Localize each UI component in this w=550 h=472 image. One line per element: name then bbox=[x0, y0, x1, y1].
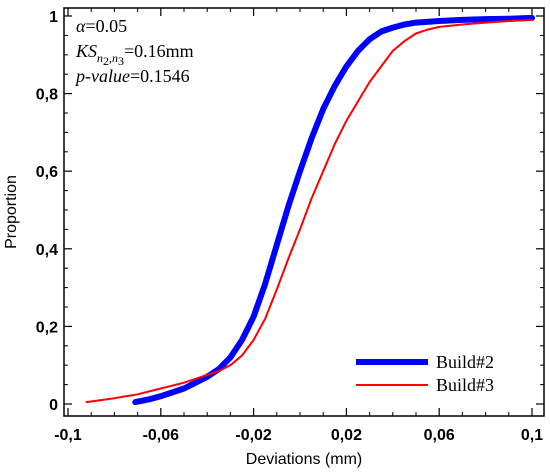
x-tick-label: -0,02 bbox=[235, 427, 272, 444]
y-tick-label: 0,8 bbox=[36, 87, 58, 104]
series-line-build3 bbox=[85, 18, 533, 404]
y-tick-label: 1 bbox=[49, 9, 58, 26]
pvalue-annotation: p-value=0.1546 bbox=[74, 66, 190, 86]
ks-annotation: KSn2,n3=0.16mm bbox=[75, 41, 194, 68]
axis-ticks bbox=[64, 8, 544, 416]
x-tick-label: 0,02 bbox=[331, 427, 362, 444]
x-tick-label: -0,1 bbox=[54, 427, 82, 444]
x-tick-label: 0,1 bbox=[521, 427, 543, 444]
y-tick-label: 0,4 bbox=[36, 242, 58, 259]
legend-label-build2: Build#2 bbox=[436, 352, 494, 372]
y-tick-label: 0 bbox=[49, 397, 58, 414]
plot-frame bbox=[63, 7, 545, 417]
legend: Build#2 Build#3 bbox=[356, 352, 494, 395]
y-axis-title: Proportion bbox=[3, 175, 20, 249]
legend-label-build3: Build#3 bbox=[436, 375, 494, 395]
x-tick-label: -0,06 bbox=[143, 427, 180, 444]
series-lines bbox=[85, 14, 535, 406]
stats-annotation: α=0.05 KSn2,n3=0.16mm p-value=0.1546 bbox=[74, 16, 194, 86]
x-axis-title: Deviations (mm) bbox=[246, 451, 362, 468]
y-tick-label: 0,2 bbox=[36, 319, 58, 336]
series-line-build2 bbox=[132, 14, 535, 406]
y-tick-label: 0,6 bbox=[36, 164, 58, 181]
alpha-annotation: α=0.05 bbox=[76, 16, 127, 36]
axis-tick-labels: -0,1 -0,06 -0,02 0,02 0,06 0,1 0 0,2 0,4 0,6 0,8 1 bbox=[36, 9, 543, 444]
x-tick-label: 0,06 bbox=[424, 427, 455, 444]
